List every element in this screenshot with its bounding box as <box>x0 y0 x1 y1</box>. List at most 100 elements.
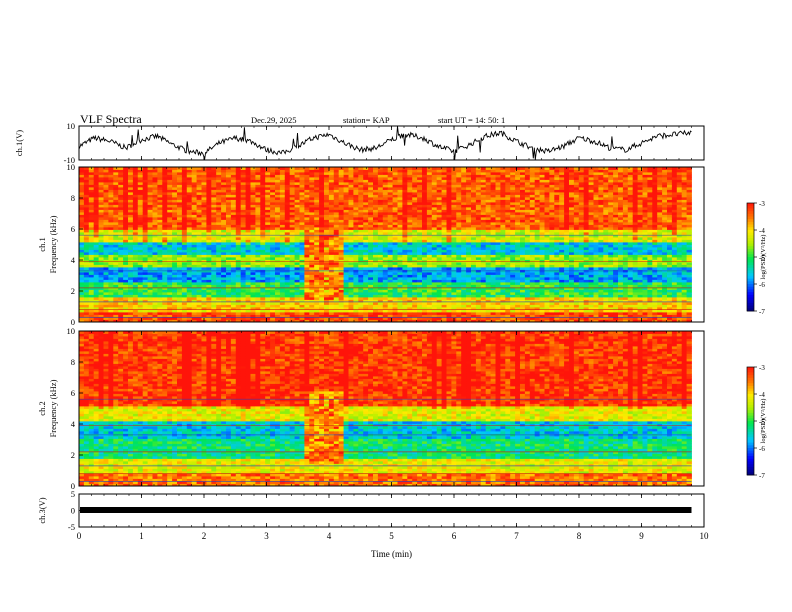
ch1-spectrogram-cell <box>471 287 477 290</box>
ch1-spectrogram-cell <box>270 302 276 305</box>
ch1-spectrogram-cell <box>172 227 178 230</box>
ch1-spectrogram-cell <box>373 304 379 308</box>
ch1-spectrogram-cell <box>152 214 158 218</box>
ch1-spectrogram-cell <box>382 297 389 300</box>
ch1-spectrogram-cell <box>348 237 354 240</box>
ch1-spectrogram-cell <box>162 267 168 270</box>
ch1-spectrogram-cell <box>113 224 119 228</box>
ch1-spectrogram-cell <box>191 192 197 195</box>
ch1-spectrogram-cell <box>275 309 281 313</box>
ch1-spectrogram-cell <box>132 197 139 200</box>
ch1-spectrogram-cell <box>265 314 271 318</box>
ch1-spectrogram-cell <box>382 287 389 290</box>
ch1-spectrogram-cell <box>132 177 139 180</box>
ch1-spectrogram-cell <box>260 307 266 310</box>
ch1-spectrogram-cell <box>382 282 389 285</box>
ch1-spectrogram-cell <box>132 304 139 308</box>
ch1-spectrogram-cell <box>255 284 261 288</box>
ch1-spectrogram-cell <box>270 192 276 195</box>
ch1-spectrogram-cell <box>93 234 99 238</box>
ch1-spectrogram-cell <box>157 214 163 218</box>
ch1-spectrogram-cell <box>304 247 310 250</box>
ch1-spectrogram-cell <box>83 274 90 278</box>
ch1-spectrogram-cell <box>181 289 188 293</box>
ch1-spectrogram-cell <box>250 289 256 293</box>
ch1-spectrogram-cell <box>83 199 90 203</box>
ch1-spectrogram-cell <box>88 234 95 238</box>
ch1-spectrogram-cell <box>226 279 232 283</box>
ch1-spectrogram-cell <box>240 249 246 253</box>
ch1-spectrogram-cell <box>328 264 335 268</box>
ch1-spectrogram-cell <box>304 259 310 263</box>
ch1-spectrogram-cell <box>245 262 251 265</box>
ch1-spectrogram-cell <box>299 259 305 263</box>
ch1-spectrogram-cell <box>294 177 300 180</box>
ch1-spectrogram-cell <box>373 272 379 275</box>
ch1-spectrogram-cell <box>368 222 374 225</box>
ch1-spectrogram-cell <box>412 282 418 285</box>
ch1-spectrogram-cell <box>275 314 281 318</box>
ch1-spectrogram-cell <box>147 237 153 240</box>
ch1-spectrogram-cell <box>358 234 364 238</box>
ch1-spectrogram-cell <box>93 317 99 320</box>
ch1-spectrogram-cell <box>328 234 335 238</box>
ch1-spectrogram-cell <box>446 292 452 295</box>
ch1-spectrogram-cell <box>382 214 389 218</box>
ch1-spectrogram-cell <box>426 252 433 255</box>
ch1-spectrogram-cell <box>314 294 320 298</box>
ch1-spectrogram-cell <box>363 264 369 268</box>
ch1-spectrogram-cell <box>284 212 291 215</box>
ch1-spectrogram-cell <box>387 222 393 225</box>
ch1-spectrogram-cell <box>226 292 232 295</box>
ch1-spectrogram-cell <box>373 274 379 278</box>
ch1-spectrogram-cell <box>123 189 129 193</box>
ch1-spectrogram-cell <box>260 199 266 203</box>
ch1-spectrogram-cell <box>83 292 90 295</box>
ch1-spectrogram-cell <box>382 254 389 258</box>
ch1-spectrogram-cell <box>235 217 242 220</box>
ch1-spectrogram-cell <box>211 237 217 240</box>
ch1-spectrogram-cell <box>397 207 403 210</box>
ch1-spectrogram-cell <box>324 224 330 228</box>
ch1-spectrogram-cell <box>304 214 310 218</box>
ch1-spectrogram-cell <box>103 252 109 255</box>
ch1-spectrogram-cell <box>382 167 389 170</box>
ch1-spectrogram-cell <box>157 297 163 300</box>
ch1-spectrogram-cell <box>181 307 188 310</box>
ch1-spectrogram-cell <box>88 244 95 248</box>
ch1-spectrogram-cell <box>436 267 442 270</box>
ch1-spectrogram-cell <box>319 254 325 258</box>
ch1-spectrogram-cell <box>324 199 330 203</box>
ch1-spectrogram-cell <box>221 257 227 260</box>
ch1-spectrogram-cell <box>206 234 212 238</box>
ch1-spectrogram-cell <box>466 247 472 250</box>
ch1-spectrogram-cell <box>456 249 462 253</box>
ch1-spectrogram-cell <box>466 264 472 268</box>
ch1-spectrogram-cell <box>328 257 335 260</box>
ch1-spectrogram-cell <box>98 224 104 228</box>
ch1-spectrogram-cell <box>279 204 286 208</box>
ch1-spectrogram-cell <box>407 214 413 218</box>
ch1-spectrogram-cell <box>265 289 271 293</box>
ch1-spectrogram-cell <box>216 169 222 173</box>
ch1-spectrogram-cell <box>397 299 403 303</box>
ch1-spectrogram-cell <box>79 314 85 318</box>
ch1-spectrogram-cell <box>201 257 207 260</box>
ch1-spectrogram-cell <box>377 234 384 238</box>
ch1-spectrogram-cell <box>324 249 330 253</box>
ch1-spectrogram-cell <box>206 279 212 283</box>
ch1-spectrogram-cell <box>456 189 462 193</box>
ch1-spectrogram-cell <box>377 319 384 323</box>
ch1-spectrogram-cell <box>456 289 462 293</box>
ch1-spectrogram-cell <box>137 239 144 243</box>
ch1-spectrogram-cell <box>436 194 442 198</box>
ch1-spectrogram-cell <box>157 197 163 200</box>
ch1-spectrogram-cell <box>314 182 320 185</box>
ch1-spectrogram-cell <box>304 234 310 238</box>
ch1-spectrogram-cell <box>446 302 452 305</box>
ch1-spectrogram-cell <box>451 179 457 183</box>
ch1-spectrogram-cell <box>392 274 398 278</box>
ch1-spectrogram-cell <box>216 212 222 215</box>
ch1-spectrogram-cell <box>441 199 447 203</box>
ch1-spectrogram-cell <box>319 279 325 283</box>
